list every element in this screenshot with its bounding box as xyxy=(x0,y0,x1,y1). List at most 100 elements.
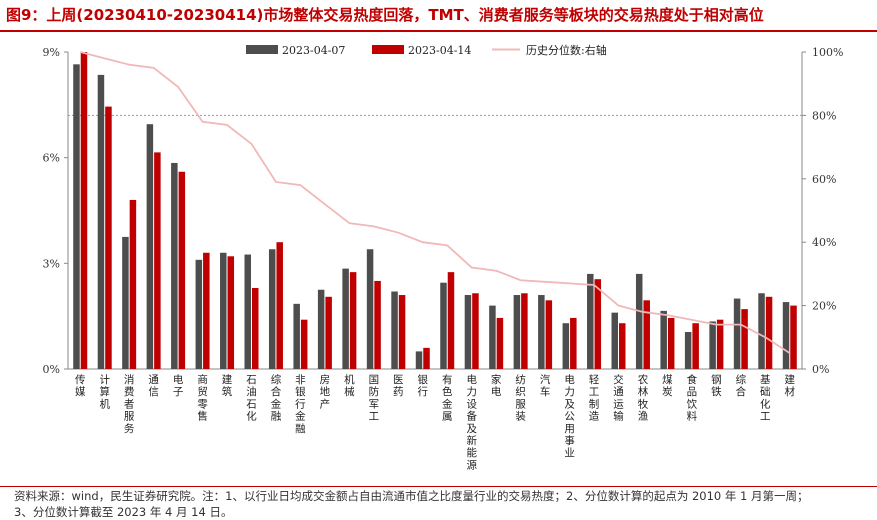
x-tick-label-char: 铁 xyxy=(711,385,722,398)
x-tick-label-char: 力 xyxy=(466,385,477,398)
x-tick-label-char: 通 xyxy=(148,374,159,386)
x-tick-label-char: 机 xyxy=(99,397,110,410)
legend-swatch-1 xyxy=(246,45,278,54)
x-tick-label-char: 综 xyxy=(271,373,282,386)
x-tick-label-char: 新 xyxy=(466,434,477,447)
bar-2023-04-07 xyxy=(244,254,251,369)
y-right-tick-label: 60% xyxy=(812,173,836,186)
x-tick-label-char: 行 xyxy=(295,397,306,410)
bar-2023-04-14 xyxy=(203,252,210,369)
x-tick-label-char: 务 xyxy=(124,422,135,435)
x-tick-label-char: 属 xyxy=(442,411,453,423)
x-tick-label-char: 材 xyxy=(785,385,796,398)
bar-2023-04-07 xyxy=(611,312,618,369)
bar-2023-04-07 xyxy=(489,305,496,369)
x-tick-label-char: 通 xyxy=(613,386,624,398)
bar-2023-04-07 xyxy=(415,351,423,369)
bar-2023-04-14 xyxy=(545,300,553,369)
y-left-tick-label: 9% xyxy=(43,46,60,59)
x-tick-label-char: 运 xyxy=(613,398,624,410)
y-left-tick-label: 0% xyxy=(43,363,60,376)
bar-2023-04-07 xyxy=(562,323,570,369)
x-tick-label-char: 事 xyxy=(564,434,575,447)
x-tick-label-char: 及 xyxy=(564,398,575,410)
bar-2023-04-07 xyxy=(220,252,227,369)
x-tick-label-char: 电 xyxy=(466,373,477,386)
bar-2023-04-07 xyxy=(733,298,741,369)
bar-2023-04-07 xyxy=(73,64,80,370)
x-tick-label-char: 输 xyxy=(613,410,624,423)
source-note-2: 3、分位数计算截至 2023 年 4 月 14 日。 xyxy=(14,505,233,519)
x-tick-label-char: 力 xyxy=(564,385,575,398)
x-tick-label-char: 合 xyxy=(271,385,282,398)
bar-2023-04-07 xyxy=(146,124,154,369)
x-tick-label-char: 牧 xyxy=(638,397,649,410)
legend-label-1: 2023-04-07 xyxy=(282,44,345,57)
x-tick-label-char: 信 xyxy=(148,386,159,398)
x-tick-label-char: 制 xyxy=(589,397,600,410)
x-tick-label-char: 合 xyxy=(736,385,747,398)
bar-2023-04-14 xyxy=(105,106,112,369)
bar-2023-04-14 xyxy=(521,293,528,369)
x-tick-label-char: 医 xyxy=(393,374,404,386)
x-tick-label-char: 色 xyxy=(442,385,453,398)
x-tick-label-char: 交 xyxy=(613,373,624,386)
y-right-tick-label: 20% xyxy=(812,300,836,313)
x-tick-label-char: 品 xyxy=(687,386,698,398)
x-tick-label-char: 媒 xyxy=(75,385,86,398)
x-tick-label-char: 械 xyxy=(344,385,355,398)
line-series-percentile xyxy=(80,51,791,354)
x-tick-label-char: 础 xyxy=(760,386,771,398)
x-tick-label-char: 渔 xyxy=(638,411,649,423)
x-tick-label-char: 融 xyxy=(271,411,282,423)
x-tick-label-char: 及 xyxy=(466,423,477,435)
x-tick-label-char: 综 xyxy=(736,373,747,386)
x-tick-label-char: 军 xyxy=(369,398,380,410)
y-left-tick-label: 3% xyxy=(43,257,60,270)
x-tick-label-char: 家 xyxy=(491,373,502,386)
bar-2023-04-14 xyxy=(398,295,406,369)
x-tick-label-char: 售 xyxy=(197,410,208,423)
x-tick-label-char: 有 xyxy=(442,373,453,386)
bar-2023-04-07 xyxy=(391,291,398,369)
bar-2023-04-07 xyxy=(440,282,447,369)
footer-divider xyxy=(0,486,877,487)
bar-2023-04-14 xyxy=(741,309,748,369)
x-tick-label-char: 传 xyxy=(75,374,86,386)
x-tick-label-char: 业 xyxy=(564,447,575,459)
bar-2023-04-07 xyxy=(171,162,178,369)
x-tick-label-char: 轻 xyxy=(589,373,600,386)
y-right-tick-label: 100% xyxy=(812,46,843,59)
bar-2023-04-07 xyxy=(293,303,300,369)
bar-2023-04-14 xyxy=(252,287,259,369)
bar-2023-04-14 xyxy=(643,300,650,369)
x-tick-label-char: 银 xyxy=(418,373,429,386)
legend-label-2: 2023-04-14 xyxy=(408,44,471,57)
bar-2023-04-07 xyxy=(635,273,643,369)
x-tick-label-char: 费 xyxy=(124,385,135,398)
bar-2023-04-07 xyxy=(758,293,765,369)
bar-2023-04-14 xyxy=(765,296,773,369)
bar-2023-04-14 xyxy=(154,152,161,369)
x-tick-label-char: 设 xyxy=(466,398,477,410)
x-tick-label-char: 用 xyxy=(564,423,575,435)
bar-2023-04-07 xyxy=(122,236,129,369)
x-tick-label-char: 零 xyxy=(197,398,208,410)
x-tick-label-char: 者 xyxy=(124,398,135,410)
x-tick-label-char: 金 xyxy=(442,397,453,410)
x-tick-label-char: 纺 xyxy=(515,373,526,386)
bar-2023-04-14 xyxy=(325,296,332,369)
bar-2023-04-07 xyxy=(342,268,349,369)
y-right-tick-label: 40% xyxy=(812,236,836,249)
x-tick-label-char: 融 xyxy=(295,423,306,435)
chart-title: 图9：上周(20230410-20230414)市场整体交易热度回落，TMT、消… xyxy=(6,6,764,24)
bar-2023-04-14 xyxy=(227,256,235,369)
x-tick-label-char: 织 xyxy=(515,386,526,398)
x-tick-label-char: 工 xyxy=(760,411,771,423)
bar-2023-04-07 xyxy=(97,74,105,369)
x-tick-label-char: 炭 xyxy=(662,386,673,398)
x-tick-label-char: 公 xyxy=(564,411,575,423)
bar-2023-04-14 xyxy=(570,317,577,369)
x-tick-label-char: 化 xyxy=(760,397,771,410)
bar-2023-04-07 xyxy=(195,259,203,369)
